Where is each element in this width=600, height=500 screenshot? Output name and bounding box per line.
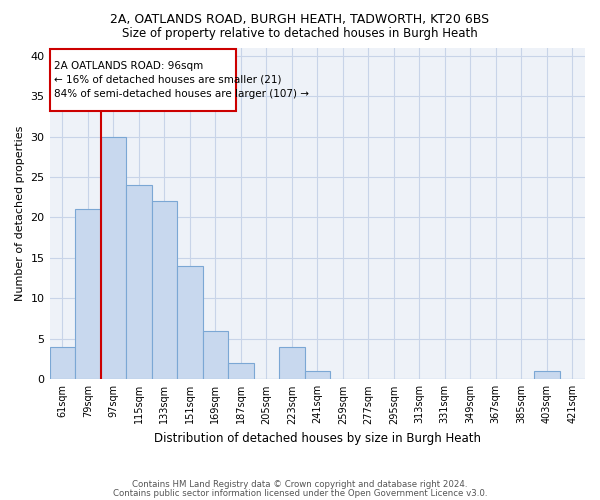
X-axis label: Distribution of detached houses by size in Burgh Heath: Distribution of detached houses by size … (154, 432, 481, 445)
Text: 2A OATLANDS ROAD: 96sqm
← 16% of detached houses are smaller (21)
84% of semi-de: 2A OATLANDS ROAD: 96sqm ← 16% of detache… (54, 61, 309, 99)
Bar (203, 330, 228, 380)
Bar (228, 363, 254, 380)
Bar (177, 266, 203, 380)
Bar (534, 371, 560, 380)
Text: 2A, OATLANDS ROAD, BURGH HEATH, TADWORTH, KT20 6BS: 2A, OATLANDS ROAD, BURGH HEATH, TADWORTH… (110, 12, 490, 26)
Bar (75, 210, 101, 380)
Bar (152, 202, 177, 380)
Text: Contains public sector information licensed under the Open Government Licence v3: Contains public sector information licen… (113, 490, 487, 498)
Bar (305, 371, 330, 380)
Text: Size of property relative to detached houses in Burgh Heath: Size of property relative to detached ho… (122, 28, 478, 40)
Bar (279, 347, 305, 380)
Text: Contains HM Land Registry data © Crown copyright and database right 2024.: Contains HM Land Registry data © Crown c… (132, 480, 468, 489)
FancyBboxPatch shape (50, 49, 236, 110)
Bar (126, 185, 152, 380)
Bar (50, 347, 75, 380)
Bar (101, 136, 126, 380)
Y-axis label: Number of detached properties: Number of detached properties (15, 126, 25, 301)
